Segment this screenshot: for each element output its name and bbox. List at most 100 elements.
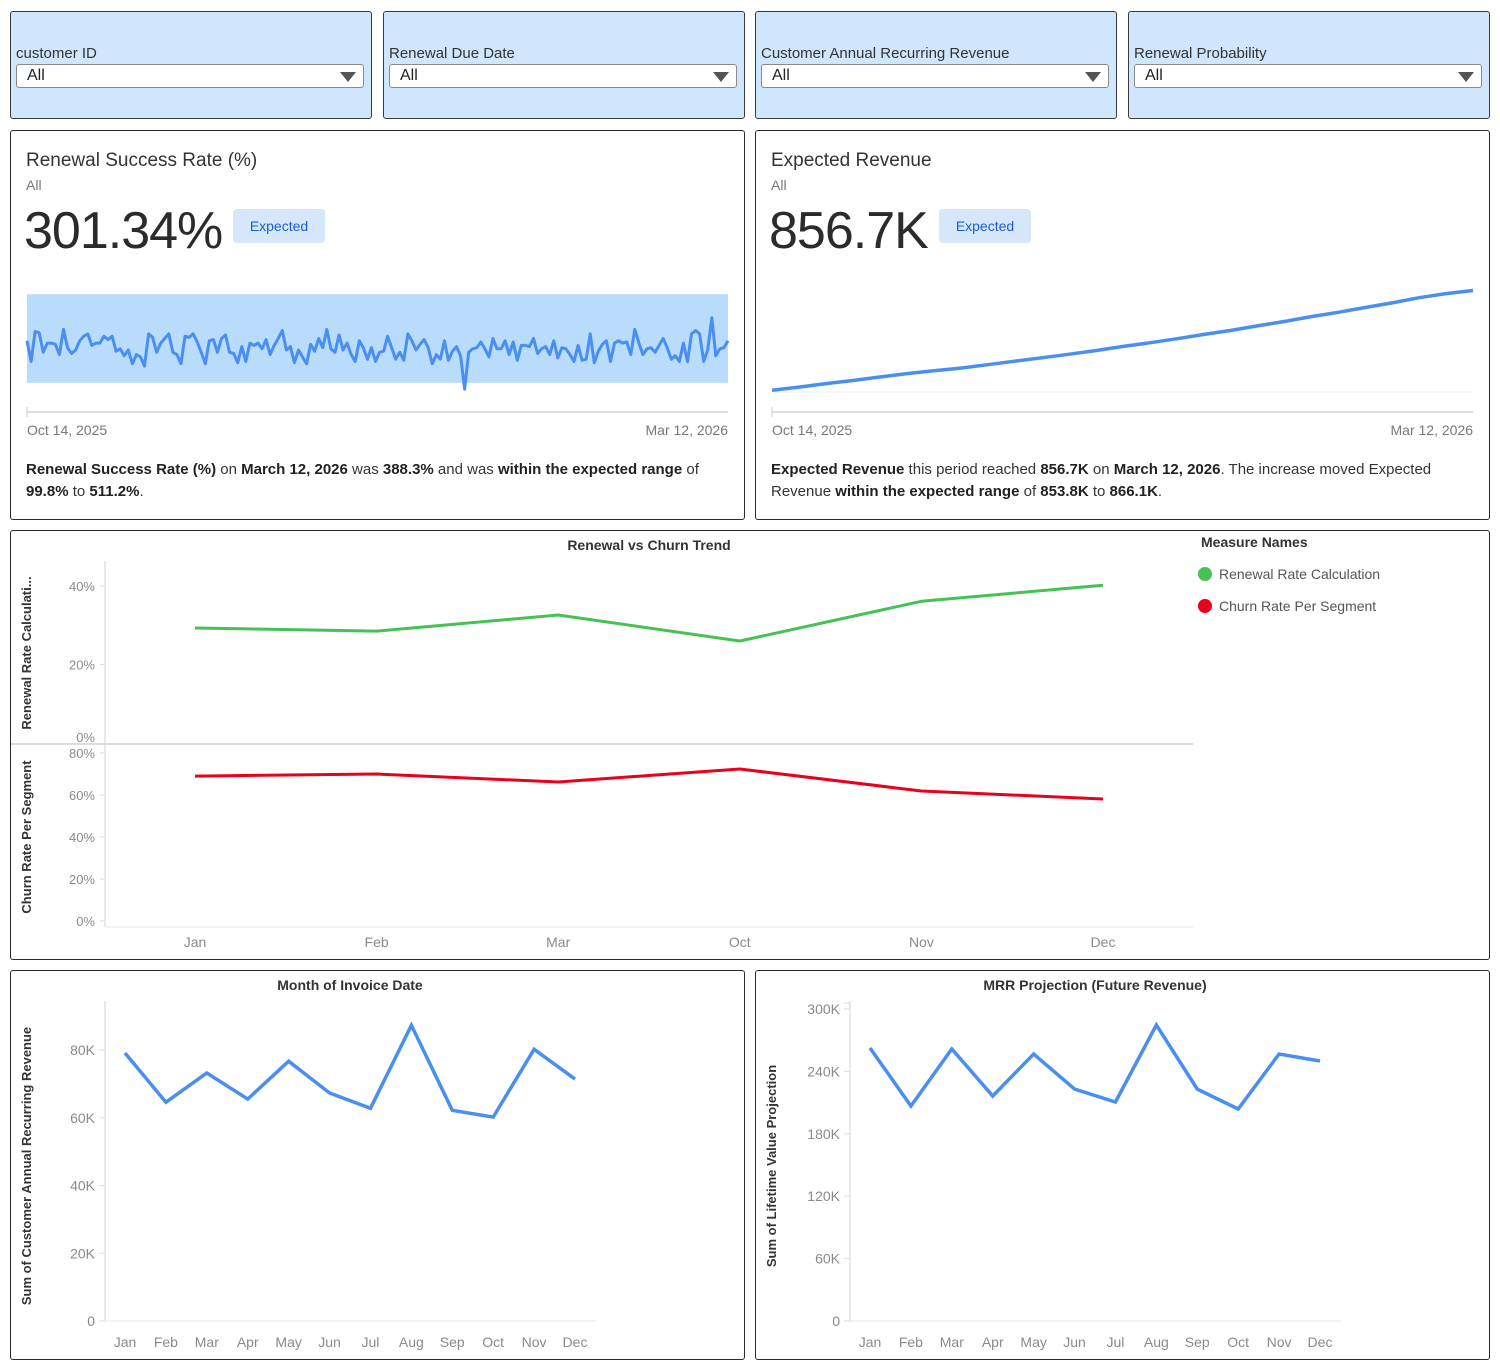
- x-tick-label: Oct: [729, 934, 751, 950]
- x-tick-label: Mar: [195, 1334, 219, 1350]
- data-line: [868, 1021, 1321, 1112]
- y-tick-label: 20%: [69, 658, 95, 673]
- x-tick-label: Feb: [365, 934, 389, 950]
- legend-item-churn[interactable]: Churn Rate Per Segment: [1198, 598, 1376, 614]
- y-axis-title-renewal: Renewal Rate Calculati...: [19, 576, 34, 729]
- desc-text: on: [216, 461, 242, 478]
- chart-title: MRR Projection (Future Revenue): [983, 977, 1206, 993]
- filter-label: Renewal Probability: [1134, 45, 1267, 62]
- y-tick-label: 300K: [807, 1001, 840, 1017]
- red-dot-icon: [1198, 599, 1212, 613]
- start-date-label: Oct 14, 2025: [27, 422, 108, 438]
- start-date-label: Oct 14, 2025: [772, 422, 853, 438]
- dropdown-value: All: [772, 67, 790, 84]
- kpi-description: Expected Revenue this period reached 856…: [771, 459, 1474, 503]
- chart-title: Renewal vs Churn Trend: [567, 537, 730, 553]
- end-date-label: Mar 12, 2026: [645, 422, 729, 438]
- desc-text: of: [1019, 483, 1041, 500]
- x-tick-label: Feb: [154, 1334, 178, 1350]
- desc-text: on: [1088, 461, 1114, 478]
- desc-text: this period reached: [904, 461, 1041, 478]
- x-tick-label: Nov: [1267, 1334, 1292, 1350]
- renewal-due-date-dropdown[interactable]: All: [389, 64, 737, 88]
- kpi-card-renewal-success-rate: Renewal Success Rate (%) All 301.34% Exp…: [10, 130, 745, 520]
- end-date-label: Mar 12, 2026: [1390, 422, 1474, 438]
- x-tick-label: Apr: [982, 1334, 1004, 1350]
- x-tick-label: Jun: [318, 1334, 341, 1350]
- legend-item-renewal[interactable]: Renewal Rate Calculation: [1198, 566, 1380, 582]
- desc-text: of: [682, 461, 699, 478]
- kpi-description: Renewal Success Rate (%) on March 12, 20…: [26, 459, 729, 503]
- mrr-projection-chart: MRR Projection (Future Revenue) 0 60K 120K 1…: [764, 977, 1341, 1350]
- chevron-down-icon: [340, 72, 356, 82]
- revenue-sparkline: [771, 288, 1474, 417]
- x-tick-label: Dec: [563, 1334, 588, 1350]
- desc-text: to: [1088, 483, 1110, 500]
- renewal-sparkline: [25, 294, 730, 417]
- renewal-rate-line: [25, 316, 730, 391]
- desc-date: March 12, 2026: [1113, 461, 1221, 478]
- chevron-down-icon: [1458, 72, 1474, 82]
- x-tick-label: May: [275, 1334, 301, 1350]
- y-tick-label: 80%: [69, 746, 95, 761]
- filter-customer-arr: Customer Annual Recurring Revenue All: [755, 11, 1117, 119]
- desc-text: .: [1157, 483, 1163, 500]
- y-tick-label: 240K: [807, 1063, 840, 1079]
- desc-value: 856.7K: [1040, 461, 1089, 478]
- invoice-month-card: Month of Invoice Date 0 20K 40K 60K 80K Sum of…: [10, 970, 745, 1360]
- desc-text: . The increase moved Expected Revenue: [771, 461, 1432, 500]
- chevron-down-icon: [713, 72, 729, 82]
- x-tick-label: Apr: [237, 1334, 259, 1350]
- filter-label: Renewal Due Date: [389, 45, 515, 62]
- y-tick-label: 60K: [815, 1251, 841, 1267]
- x-tick-label: Jun: [1063, 1334, 1086, 1350]
- churn-rate-line: [194, 767, 1104, 801]
- y-tick-label: 40K: [70, 1178, 96, 1194]
- y-axis-title: Sum of Lifetime Value Projection: [764, 1065, 779, 1267]
- customer-arr-dropdown[interactable]: All: [761, 64, 1109, 88]
- desc-text: was: [347, 461, 383, 478]
- desc-metric: Expected Revenue: [771, 461, 905, 478]
- desc-status: within the expected range: [497, 461, 683, 478]
- renewal-rate-line: [194, 583, 1104, 643]
- x-tick-label: Aug: [1144, 1334, 1169, 1350]
- y-tick-label: 180K: [807, 1126, 840, 1142]
- y-tick-label: 20K: [70, 1245, 96, 1261]
- desc-metric: Renewal Success Rate (%): [26, 461, 217, 478]
- desc-value: 388.3%: [382, 461, 434, 478]
- dropdown-value: All: [1145, 67, 1163, 84]
- expected-revenue-line: [771, 288, 1474, 393]
- x-tick-label: Jul: [1107, 1334, 1125, 1350]
- x-tick-label: Mar: [940, 1334, 964, 1350]
- renewal-probability-dropdown[interactable]: All: [1134, 64, 1482, 88]
- x-tick-label: Dec: [1308, 1334, 1333, 1350]
- y-tick-label: 40%: [69, 579, 95, 594]
- x-tick-label: Nov: [522, 1334, 547, 1350]
- x-tick-label: Jul: [362, 1334, 380, 1350]
- data-line: [123, 1021, 577, 1120]
- y-axis-title-churn: Churn Rate Per Segment: [19, 760, 34, 914]
- desc-range-low: 99.8%: [26, 483, 69, 500]
- chevron-down-icon: [1085, 72, 1101, 82]
- x-tick-label: Oct: [1227, 1334, 1249, 1350]
- kpi-card-expected-revenue: Expected Revenue All 856.7K Expected Oct…: [755, 130, 1490, 520]
- y-tick-label: 60%: [69, 788, 95, 803]
- y-axis-title: Sum of Customer Annual Recurring Revenue: [19, 1027, 34, 1305]
- customer-id-dropdown[interactable]: All: [16, 64, 364, 88]
- kpi-title: Renewal Success Rate (%): [26, 150, 258, 171]
- x-tick-label: Sep: [440, 1334, 465, 1350]
- expected-badge: Expected: [233, 209, 325, 243]
- filter-customer-id: customer ID All: [10, 11, 372, 119]
- y-tick-label: 0: [87, 1313, 95, 1329]
- x-tick-label: Jan: [114, 1334, 137, 1350]
- legend-title: Measure Names: [1201, 534, 1308, 550]
- y-tick-label: 60K: [70, 1110, 96, 1126]
- y-tick-label: 0%: [76, 914, 95, 929]
- kpi-subtitle: All: [771, 177, 787, 193]
- x-tick-label: Feb: [899, 1334, 923, 1350]
- desc-range-high: 866.1K: [1109, 483, 1158, 500]
- desc-date: March 12, 2026: [241, 461, 348, 478]
- x-tick-label: Nov: [909, 934, 934, 950]
- desc-text: and was: [433, 461, 498, 478]
- kpi-subtitle: All: [26, 177, 42, 193]
